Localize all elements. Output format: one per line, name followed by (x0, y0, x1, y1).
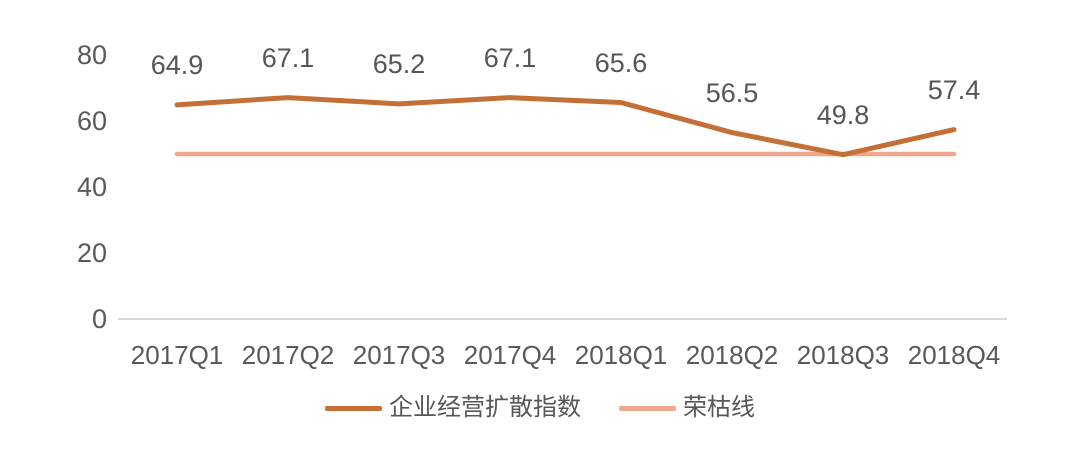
data-label: 67.1 (483, 42, 537, 73)
legend-line-swatch-boom-bust (619, 405, 676, 411)
y-axis-tick-label: 80 (76, 40, 107, 70)
data-label: 57.4 (927, 74, 981, 105)
legend-item-diffusion-index: 企业经营扩散指数 (325, 393, 581, 423)
x-axis-tick-label: 2017Q1 (130, 340, 224, 370)
legend-item-boom-bust-line: 荣枯线 (619, 393, 755, 423)
legend: 企业经营扩散指数 荣枯线 (0, 393, 1080, 423)
x-axis-tick-label: 2018Q3 (796, 340, 890, 370)
x-axis-tick-label: 2017Q2 (241, 340, 335, 370)
data-label: 65.6 (594, 47, 648, 78)
x-axis-tick-label: 2017Q4 (463, 340, 557, 370)
y-axis-tick-label: 20 (76, 238, 107, 268)
data-label: 67.1 (261, 42, 315, 73)
data-label: 49.8 (816, 99, 870, 130)
x-axis-tick-label: 2017Q3 (352, 340, 446, 370)
y-axis-tick-label: 40 (76, 172, 107, 202)
data-label: 65.2 (372, 48, 426, 79)
legend-label-boom-bust: 荣枯线 (683, 394, 755, 421)
y-axis-tick-label: 0 (91, 304, 107, 334)
x-axis-tick-label: 2018Q2 (685, 340, 779, 370)
legend-line-swatch-diffusion-index (325, 405, 382, 411)
data-label: 64.9 (150, 49, 204, 80)
diffusion-index-line (174, 95, 957, 158)
y-axis-tick-label: 60 (76, 106, 107, 136)
legend-label-diffusion-index: 企业经营扩散指数 (389, 394, 581, 421)
x-axis-tick-label: 2018Q1 (574, 340, 668, 370)
x-axis-tick-label: 2018Q4 (907, 340, 1001, 370)
data-label: 56.5 (705, 77, 759, 108)
